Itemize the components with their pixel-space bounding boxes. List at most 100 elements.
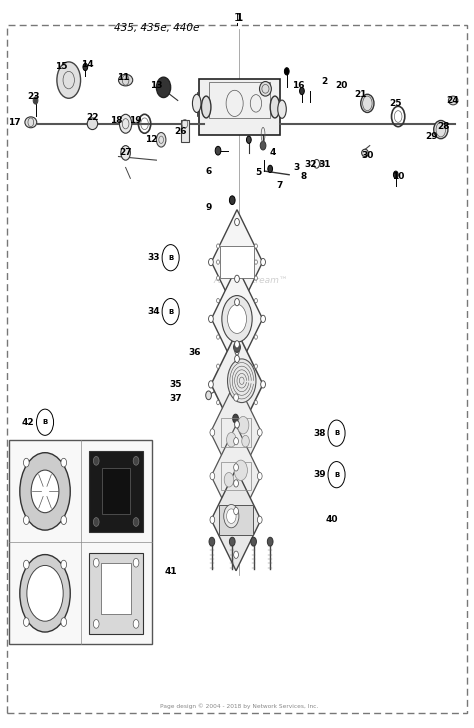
Text: 16: 16 [292,82,305,90]
Text: 12: 12 [146,135,158,144]
Circle shape [217,244,219,248]
Ellipse shape [201,96,211,118]
Circle shape [255,298,257,303]
Circle shape [235,421,239,428]
Text: 30: 30 [361,151,374,160]
Circle shape [217,400,219,405]
Circle shape [215,146,221,155]
Circle shape [93,518,99,526]
Text: 21: 21 [354,90,366,99]
Ellipse shape [270,96,280,118]
Text: 14: 14 [82,60,94,68]
Circle shape [233,414,238,423]
Text: 40: 40 [326,515,338,523]
Ellipse shape [361,94,374,112]
Text: B: B [168,255,173,261]
Polygon shape [211,266,263,371]
Circle shape [234,464,238,471]
Ellipse shape [118,74,133,86]
Ellipse shape [87,118,98,130]
Text: 38: 38 [314,429,326,438]
Circle shape [20,555,70,632]
Circle shape [257,429,262,436]
Circle shape [246,136,251,143]
Text: 26: 26 [174,127,186,135]
Circle shape [229,537,235,546]
Ellipse shape [362,149,368,157]
Bar [9,440,152,644]
Text: 15: 15 [55,63,68,71]
Ellipse shape [156,77,171,98]
Text: 27: 27 [119,149,132,157]
Text: B: B [42,419,48,425]
Bar [221,418,251,447]
Circle shape [237,416,249,434]
Circle shape [217,335,219,339]
Circle shape [217,364,219,368]
Text: 10: 10 [392,172,404,181]
Circle shape [228,359,256,403]
Circle shape [267,537,273,546]
Text: 23: 23 [27,92,39,100]
Polygon shape [211,425,261,527]
Circle shape [209,537,215,546]
Circle shape [284,68,289,75]
Circle shape [300,87,304,95]
Polygon shape [211,331,263,438]
Circle shape [210,472,215,480]
Circle shape [261,315,265,323]
Text: 42: 42 [22,418,35,427]
Circle shape [255,364,257,368]
Circle shape [227,432,236,447]
Circle shape [234,342,240,352]
Circle shape [27,566,63,621]
Circle shape [235,275,239,282]
Bar [90,553,143,634]
Text: 7: 7 [276,181,283,190]
Circle shape [133,620,139,628]
Circle shape [119,114,132,133]
Circle shape [234,438,238,445]
Circle shape [261,258,265,266]
Text: 32: 32 [304,160,317,169]
Ellipse shape [448,96,458,105]
Text: 435, 435e, 440e: 435, 435e, 440e [114,23,199,33]
Circle shape [255,276,257,280]
Circle shape [24,561,29,569]
Circle shape [121,146,130,160]
Ellipse shape [278,100,286,118]
Text: 13: 13 [150,81,163,90]
Circle shape [257,472,262,480]
Circle shape [31,470,59,513]
Circle shape [93,456,99,465]
Text: 11: 11 [117,74,129,82]
Text: 1: 1 [234,13,240,23]
Circle shape [61,459,66,467]
Circle shape [234,551,238,558]
Circle shape [242,435,249,447]
Circle shape [217,260,219,264]
Circle shape [255,260,257,264]
Text: 31: 31 [319,160,331,169]
Ellipse shape [25,116,36,128]
Circle shape [224,505,239,528]
Text: 35: 35 [169,380,182,389]
Ellipse shape [192,94,201,112]
Circle shape [210,429,215,436]
Circle shape [255,400,257,405]
Circle shape [83,63,88,71]
Text: 8: 8 [300,172,307,181]
Bar [209,82,270,118]
Circle shape [33,97,38,104]
Circle shape [209,258,213,266]
Circle shape [133,456,139,465]
Circle shape [93,558,99,567]
Circle shape [156,132,166,147]
Text: 20: 20 [335,82,347,90]
Text: 1: 1 [236,13,243,23]
Circle shape [257,516,262,523]
Bar [199,79,280,135]
Text: 17: 17 [8,118,20,127]
Text: 2: 2 [321,77,328,86]
Circle shape [217,298,219,303]
